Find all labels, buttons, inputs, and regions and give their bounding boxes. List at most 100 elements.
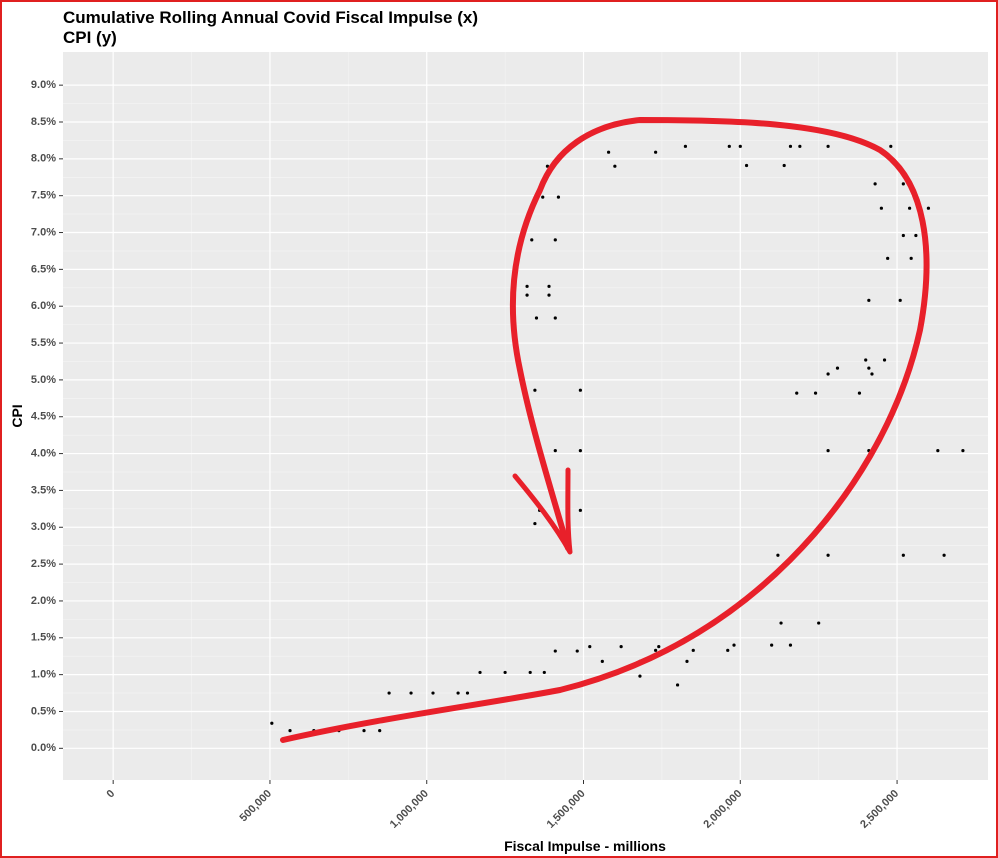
y-tick-label: 2.0% bbox=[31, 595, 56, 607]
y-tick-label: 6.0% bbox=[31, 300, 56, 312]
point bbox=[914, 233, 918, 238]
point bbox=[776, 553, 780, 557]
y-tick-label: 3.5% bbox=[31, 484, 56, 496]
point bbox=[638, 674, 642, 678]
point bbox=[533, 388, 537, 392]
point bbox=[798, 144, 802, 148]
point bbox=[826, 144, 830, 148]
point bbox=[431, 691, 435, 695]
y-tick-label: 3.0% bbox=[31, 521, 56, 533]
point bbox=[578, 508, 582, 512]
point bbox=[456, 691, 460, 695]
point bbox=[864, 358, 868, 362]
point bbox=[575, 649, 579, 653]
point bbox=[732, 643, 736, 647]
point bbox=[378, 729, 382, 733]
point bbox=[530, 238, 534, 242]
point bbox=[478, 670, 482, 675]
point bbox=[683, 144, 688, 148]
point bbox=[901, 233, 905, 238]
point bbox=[909, 256, 913, 260]
y-tick-label: 7.0% bbox=[31, 226, 56, 238]
y-tick-label: 2.5% bbox=[31, 558, 56, 570]
point bbox=[770, 643, 774, 647]
point bbox=[588, 645, 592, 649]
grid bbox=[63, 52, 988, 780]
point bbox=[908, 206, 912, 210]
point bbox=[270, 721, 274, 725]
y-tick-label: 7.5% bbox=[31, 190, 56, 202]
y-tick-label: 6.5% bbox=[31, 263, 56, 275]
point bbox=[503, 670, 507, 675]
point bbox=[795, 391, 799, 395]
y-tick-label: 5.0% bbox=[31, 374, 56, 386]
point bbox=[409, 691, 413, 695]
point bbox=[525, 284, 529, 288]
point bbox=[525, 293, 529, 297]
point bbox=[901, 182, 905, 186]
point bbox=[782, 163, 786, 168]
point bbox=[288, 729, 292, 733]
y-tick-label: 8.0% bbox=[31, 153, 56, 165]
point bbox=[813, 391, 818, 395]
y-tick-label: 1.5% bbox=[31, 632, 56, 644]
point bbox=[534, 316, 539, 320]
hand-drawn-curve bbox=[280, 117, 930, 743]
chart-subtitle: CPI (y) bbox=[63, 28, 117, 47]
point bbox=[826, 449, 830, 453]
point bbox=[600, 659, 604, 663]
point bbox=[926, 206, 931, 210]
point bbox=[685, 659, 689, 663]
point bbox=[553, 449, 557, 453]
point bbox=[556, 195, 561, 199]
x-axis-title: Fiscal Impulse - millions bbox=[504, 838, 666, 854]
point bbox=[886, 256, 890, 260]
point bbox=[528, 670, 532, 675]
y-tick-label: 4.5% bbox=[31, 411, 56, 423]
point bbox=[654, 648, 658, 652]
point bbox=[817, 621, 821, 625]
point bbox=[675, 683, 680, 687]
point bbox=[857, 391, 862, 395]
y-axis-title: CPI bbox=[9, 404, 25, 427]
point bbox=[619, 645, 623, 649]
point bbox=[779, 621, 783, 625]
point bbox=[553, 649, 557, 653]
point bbox=[867, 298, 871, 302]
point bbox=[835, 366, 840, 370]
point bbox=[613, 164, 617, 168]
y-tick-label: 1.0% bbox=[31, 669, 56, 681]
y-tick-label: 4.0% bbox=[31, 447, 56, 459]
point bbox=[578, 449, 582, 453]
point bbox=[744, 163, 749, 168]
point bbox=[889, 144, 893, 148]
points bbox=[270, 117, 965, 733]
point bbox=[578, 388, 582, 392]
point bbox=[657, 645, 661, 649]
point bbox=[654, 150, 658, 154]
point bbox=[553, 238, 557, 242]
point bbox=[870, 372, 874, 376]
point bbox=[879, 206, 883, 210]
point bbox=[788, 144, 793, 148]
point bbox=[387, 691, 391, 695]
annotation bbox=[280, 117, 930, 743]
point bbox=[901, 553, 905, 557]
panel bbox=[63, 52, 988, 780]
y-tick-label: 0.5% bbox=[31, 705, 56, 717]
point bbox=[547, 284, 551, 288]
point bbox=[691, 648, 695, 652]
y-tick-label: 8.5% bbox=[31, 116, 56, 128]
y-tick-label: 0.0% bbox=[31, 742, 56, 754]
point bbox=[936, 449, 940, 453]
point bbox=[867, 366, 871, 370]
point bbox=[738, 144, 742, 148]
point bbox=[898, 298, 902, 302]
point bbox=[942, 553, 946, 557]
point bbox=[826, 553, 830, 557]
point bbox=[547, 293, 551, 297]
hand-drawn-arrow bbox=[512, 467, 573, 555]
point bbox=[533, 521, 537, 526]
point bbox=[727, 144, 731, 148]
